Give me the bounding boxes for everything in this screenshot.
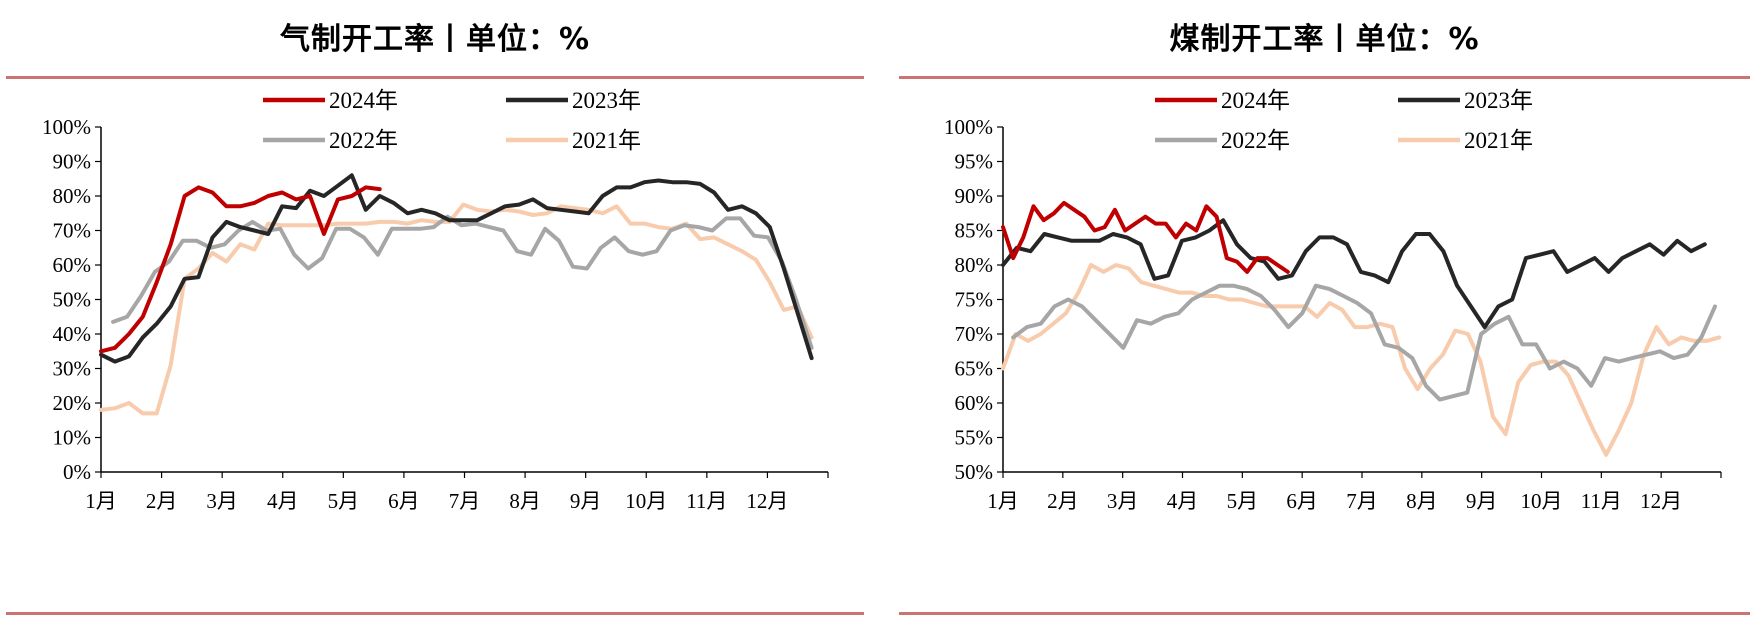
coal-panel: 煤制开工率丨单位：% 50% 55% 60% 65% 70% 75% 80% 85% 90% 95…: [893, 0, 1756, 622]
coal-x-tick-label: 5月: [1227, 489, 1259, 513]
gas-y-tick-label: 30%: [53, 357, 92, 381]
coal-bottom-rule: [899, 612, 1750, 615]
gas-legend-label-2024: 2024年: [329, 88, 398, 113]
gas-y-tick-label: 60%: [53, 253, 92, 277]
gas-line-2021: [99, 202, 814, 416]
gas-line-2023: [99, 173, 814, 364]
coal-x-tick-label: 12月: [1640, 489, 1682, 513]
coal-y-tick-label: 70%: [955, 322, 994, 346]
coal-legend-label-2022: 2022年: [1221, 128, 1290, 153]
coal-y-tick-label: 75%: [955, 288, 994, 312]
coal-y-tick-label: 85%: [955, 219, 994, 243]
gas-x-tick-label: 6月: [388, 489, 420, 513]
coal-x-tick-label: 9月: [1466, 489, 1498, 513]
gas-y-tick-label: 0%: [63, 460, 91, 484]
coal-y-tick-label: 55%: [955, 426, 994, 450]
coal-chart: 50% 55% 60% 65% 70% 75% 80% 85% 90% 95% 100% 1月 2月 3月…: [944, 88, 1722, 513]
coal-x-tick-label: 10月: [1521, 489, 1563, 513]
coal-y-tick-label: 60%: [955, 391, 994, 415]
gas-line-2024: [99, 185, 382, 354]
gas-x-tick-label: 9月: [570, 489, 602, 513]
gas-y-tick-label: 50%: [53, 288, 92, 312]
gas-chart: 0% 10% 20% 30% 40% 50% 60% 70% 80% 90% 100% 1月 2月 3月 4…: [42, 88, 829, 513]
coal-y-tick-label: 50%: [955, 460, 994, 484]
coal-x-tick-label: 2月: [1047, 489, 1079, 513]
gas-y-tick-label: 40%: [53, 322, 92, 346]
coal-x-tick-label: 6月: [1286, 489, 1318, 513]
gas-y-tick-label: 100%: [42, 115, 91, 139]
coal-legend-label-2024: 2024年: [1221, 88, 1290, 113]
coal-x-tick-label: 11月: [1581, 489, 1622, 513]
coal-x-tick-label: 1月: [987, 489, 1019, 513]
gas-x-tick-label: 3月: [206, 489, 238, 513]
coal-legend-label-2023: 2023年: [1464, 88, 1533, 113]
gas-x-tick-label: 2月: [146, 489, 178, 513]
gas-chart-title: 气制开工率丨单位：%: [279, 22, 591, 57]
gas-x-tick-label: 5月: [328, 489, 360, 513]
gas-y-tick-label: 10%: [53, 426, 92, 450]
coal-x-tick-label: 8月: [1406, 489, 1438, 513]
gas-legend-label-2022: 2022年: [329, 128, 398, 153]
coal-y-tick-label: 90%: [955, 184, 994, 208]
coal-legend-label-2021: 2021年: [1464, 128, 1533, 153]
coal-y-tick-label: 80%: [955, 253, 994, 277]
gas-y-tick-label: 90%: [53, 150, 92, 174]
gas-x-tick-label: 11月: [686, 489, 727, 513]
coal-x-tick-label: 4月: [1167, 489, 1199, 513]
gas-panel: 气制开工率丨单位：% 0% 10% 20% 30% 40% 50% 60% 70% 80% 90%…: [0, 0, 870, 622]
gas-x-tick-label: 10月: [625, 489, 667, 513]
gas-top-rule: [6, 76, 864, 79]
gas-line-2022: [111, 214, 814, 350]
coal-x-tick-label: 3月: [1107, 489, 1139, 513]
coal-line-2022: [1011, 283, 1717, 402]
coal-line-2024: [1001, 200, 1290, 274]
gas-legend-label-2021: 2021年: [572, 128, 641, 153]
coal-top-rule: [899, 76, 1750, 79]
coal-chart-title: 煤制开工率丨单位：%: [1169, 22, 1480, 57]
coal-line-2021: [1001, 263, 1722, 457]
coal-x-tick-label: 7月: [1346, 489, 1378, 513]
gas-y-tick-label: 70%: [53, 219, 92, 243]
gas-x-tick-label: 4月: [267, 489, 299, 513]
gas-legend-label-2023: 2023年: [572, 88, 641, 113]
gas-y-tick-label: 20%: [53, 391, 92, 415]
gas-x-tick-label: 8月: [509, 489, 541, 513]
gas-y-tick-label: 80%: [53, 184, 92, 208]
gas-x-tick-label: 12月: [746, 489, 788, 513]
coal-y-tick-label: 65%: [955, 357, 994, 381]
gas-x-tick-label: 7月: [449, 489, 481, 513]
coal-line-2023: [1001, 218, 1707, 330]
gas-bottom-rule: [6, 612, 864, 615]
coal-y-tick-label: 100%: [944, 115, 993, 139]
coal-y-tick-label: 95%: [955, 150, 994, 174]
gas-x-tick-label: 1月: [85, 489, 117, 513]
